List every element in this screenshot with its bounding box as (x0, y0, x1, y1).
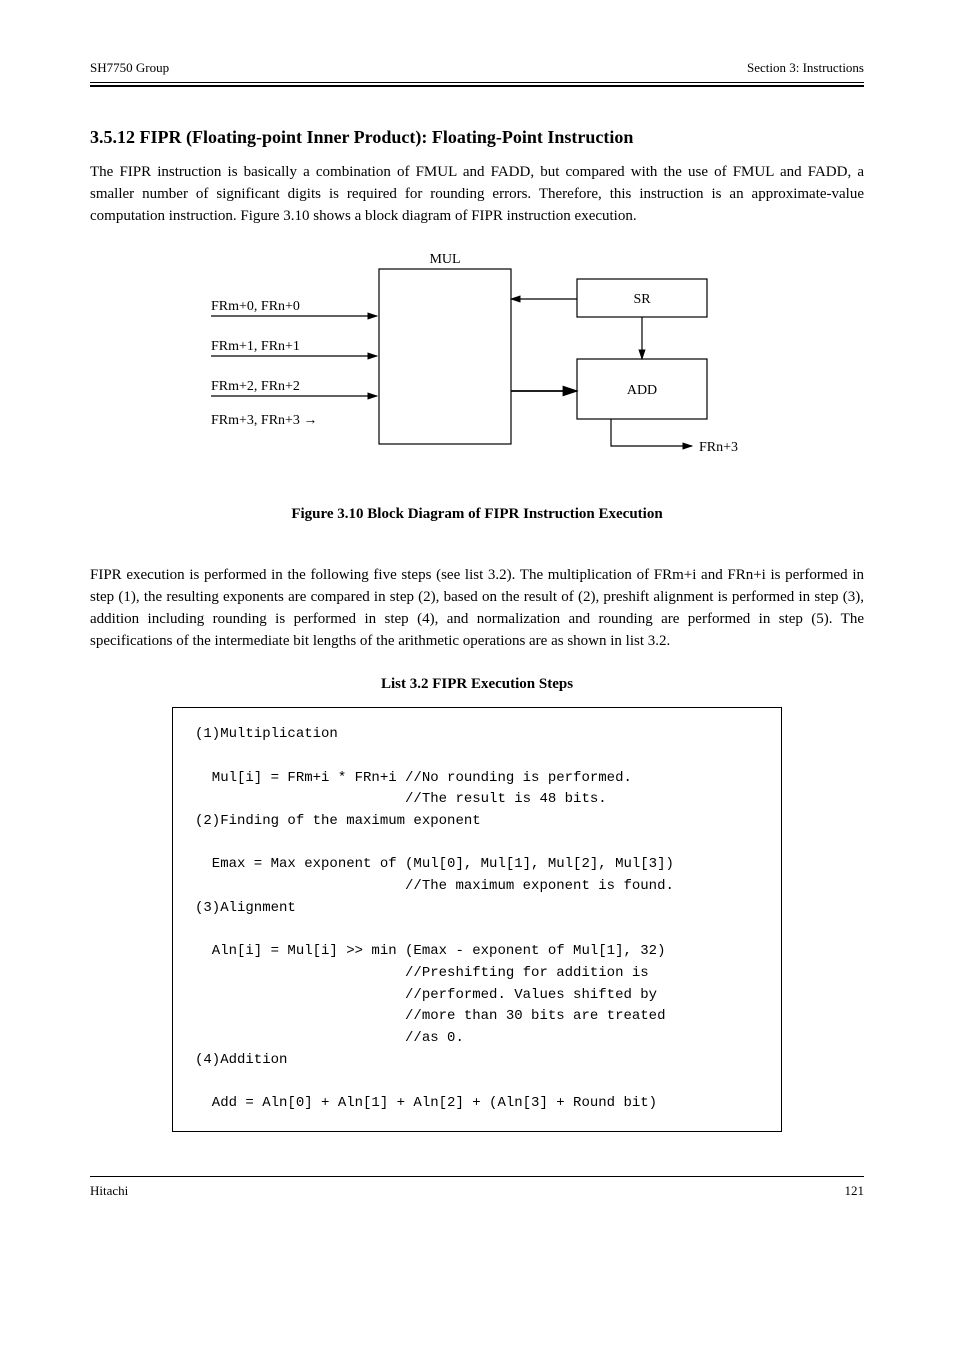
footer-rule (90, 1176, 864, 1177)
section-title-1: 3.5.12 FIPR (Floating-point Inner Produc… (90, 127, 864, 148)
list-caption: List 3.2 FIPR Execution Steps (90, 676, 864, 693)
svg-text:FRm+1, FRn+1: FRm+1, FRn+1 (211, 339, 300, 354)
footer-left: Hitachi (90, 1183, 128, 1199)
svg-text:MUL: MUL (429, 252, 460, 267)
svg-text:ADD: ADD (627, 383, 657, 398)
footer-right: 121 (845, 1183, 865, 1199)
svg-text:FRm+3, FRn+3 →: FRm+3, FRn+3 → (211, 413, 317, 428)
header-left: SH7750 Group (90, 60, 169, 76)
section-paragraph-1: The FIPR instruction is basically a comb… (90, 162, 864, 227)
section-paragraph-2: FIPR execution is performed in the follo… (90, 565, 864, 652)
svg-text:FRm+0, FRn+0: FRm+0, FRn+0 (211, 299, 300, 314)
svg-text:FRm+2, FRn+2: FRm+2, FRn+2 (211, 379, 300, 394)
code-listing: (1)Multiplication Mul[i] = FRm+i * FRn+i… (172, 707, 782, 1131)
header-rule-1 (90, 82, 864, 83)
svg-text:SR: SR (633, 292, 651, 307)
fipr-block-diagram: FRm+0, FRn+0 FRm+1, FRn+1 FRm+2, FRn+2 FRm+… (197, 251, 757, 486)
svg-text:FRn+3: FRn+3 (699, 440, 738, 455)
figure-caption: Figure 3.10 Block Diagram of FIPR Instru… (90, 506, 864, 523)
header-rule-2 (90, 85, 864, 87)
header-right: Section 3: Instructions (747, 60, 864, 76)
